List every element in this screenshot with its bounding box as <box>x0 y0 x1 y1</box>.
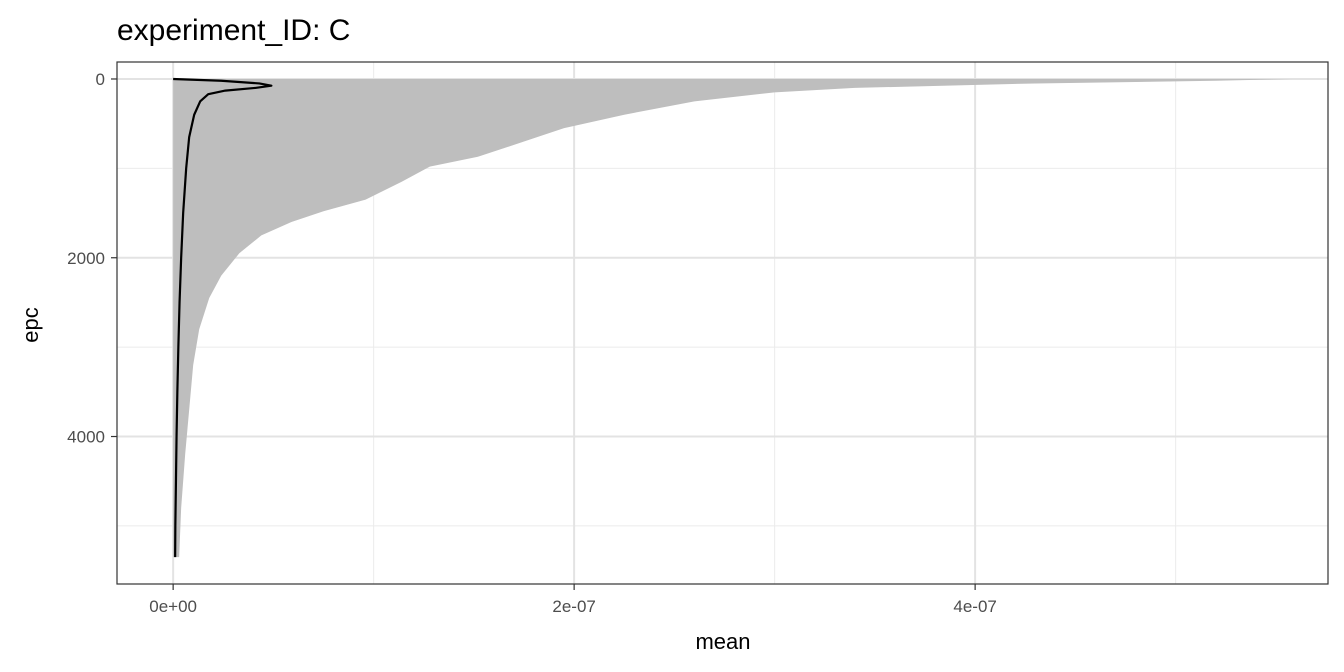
chart-title: experiment_ID: C <box>117 14 350 47</box>
x-tick-label: 0e+00 <box>149 597 197 616</box>
chart-marks <box>173 77 1292 558</box>
y-tick-label: 0 <box>96 70 105 89</box>
mean-line <box>173 77 273 558</box>
panel-border <box>116 61 1329 585</box>
x-axis-title: mean <box>695 629 750 654</box>
x-tick-label: 4e-07 <box>953 597 996 616</box>
y-tick-label: 4000 <box>67 428 105 447</box>
x-tick-label: 2e-07 <box>552 597 595 616</box>
y-tick-label: 2000 <box>67 249 105 268</box>
axes: 0e+00 2e-07 4e-07 0 2000 4000 <box>67 61 1329 616</box>
ribbon-area <box>173 78 1292 558</box>
y-axis-title: epc <box>18 307 43 342</box>
